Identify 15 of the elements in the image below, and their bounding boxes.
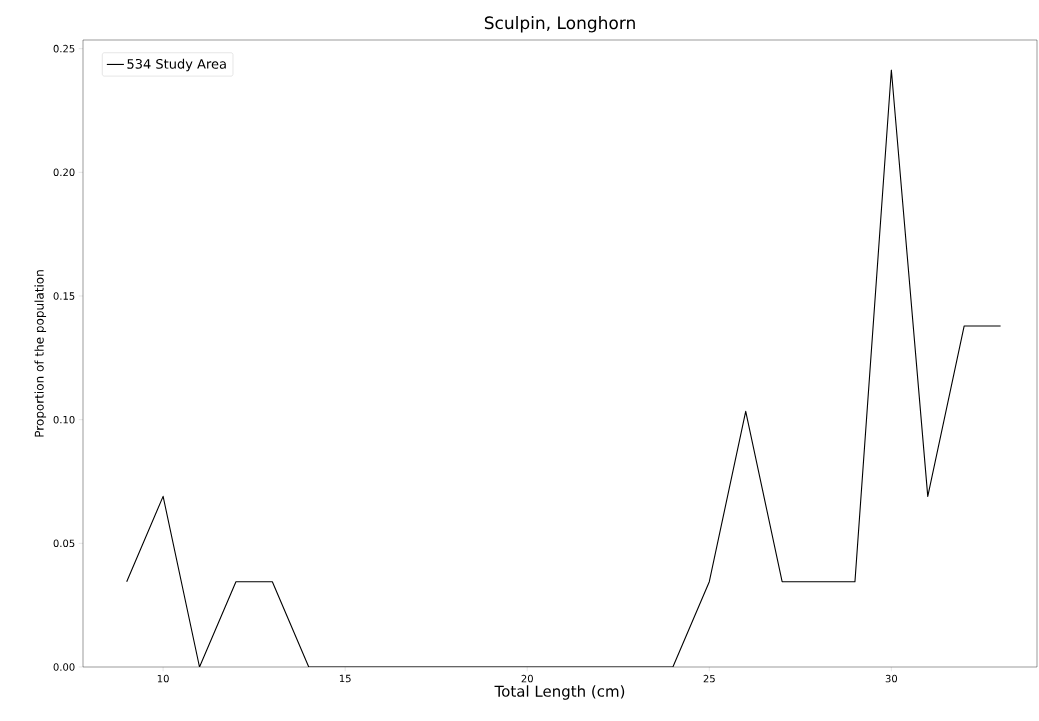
y-tick-label: 0.10 xyxy=(53,415,75,424)
y-axis-title: Proportion of the population xyxy=(34,270,47,437)
x-tick-label: 15 xyxy=(339,674,351,683)
x-tick-label: 30 xyxy=(885,674,898,683)
y-tick-label: 0.25 xyxy=(53,44,75,53)
x-tick-label: 25 xyxy=(703,674,715,683)
y-tick-label: 0.00 xyxy=(53,663,75,671)
y-tick-label: 0.20 xyxy=(53,168,75,177)
y-tick-label: 0.15 xyxy=(53,292,75,300)
legend-label: 534 Study Area xyxy=(127,58,226,72)
x-axis-title: Total Length (cm) xyxy=(494,685,625,700)
chart-title: Sculpin, Longhorn xyxy=(484,16,635,33)
x-tick-label: 10 xyxy=(157,674,169,683)
y-tick-label: 0.05 xyxy=(53,539,75,548)
x-tick-label: 20 xyxy=(521,674,533,683)
